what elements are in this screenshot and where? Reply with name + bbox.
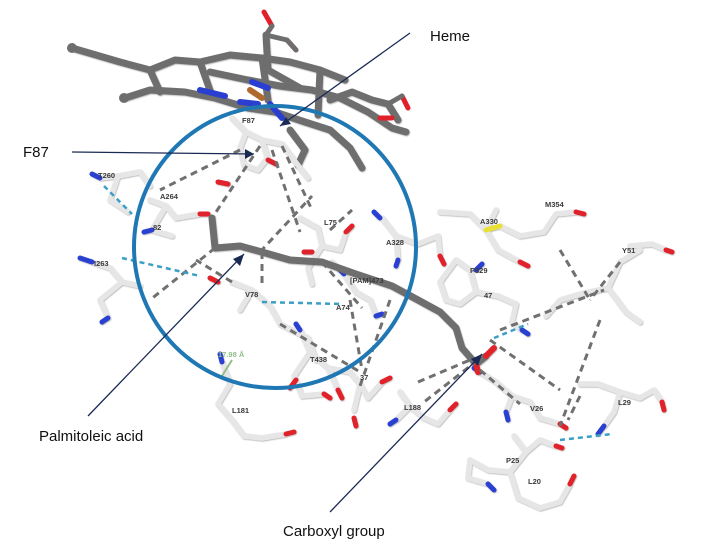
distance-label: 17.98 Å <box>218 350 245 359</box>
residue-label-t260: T260 <box>98 171 115 180</box>
residue-label-37: 37 <box>360 373 368 382</box>
residue-label-82: 82 <box>153 223 161 232</box>
residue-label-a330: A330 <box>480 217 498 226</box>
heme-molecule <box>67 9 411 172</box>
heme-callout-line <box>279 32 411 127</box>
f87-callout-line <box>71 151 255 155</box>
carboxyl-callout-label: Carboxyl group <box>283 523 385 540</box>
residue-label-a74: A74 <box>336 303 351 312</box>
contact-lines <box>149 145 622 427</box>
f87-callout-label: F87 <box>23 144 49 161</box>
palmitoleic-callout-label: Palmitoleic acid <box>39 428 143 445</box>
palmitoleic-arrowhead <box>233 254 244 266</box>
residue-label-v26: V26 <box>530 404 543 413</box>
residue-label-y51: Y51 <box>622 246 635 255</box>
residue-label-a328: A328 <box>386 238 404 247</box>
residue-label-l75: L75 <box>324 218 337 227</box>
residue-label-m354: M354 <box>545 200 565 209</box>
residue-label-p329: P329 <box>470 266 488 275</box>
binding-site-highlight-circle <box>132 104 418 390</box>
residue-label-pam473: [PAM]473 <box>350 276 384 285</box>
heme-arrowhead <box>280 117 291 126</box>
residue-label-a264: A264 <box>160 192 179 201</box>
residue-label-l181: L181 <box>232 406 249 415</box>
distance-line <box>221 359 233 377</box>
residue-label-l29: L29 <box>618 398 631 407</box>
palmitoleic-callout-line <box>87 253 245 417</box>
carboxyl-arrowhead <box>471 354 482 366</box>
carboxyl-callout-line <box>329 353 483 513</box>
residue-sticks <box>77 115 675 511</box>
palmitoleic-acid-molecule <box>208 214 497 375</box>
residue-label-v78: V78 <box>245 290 258 299</box>
callout-arrowheads <box>233 117 482 366</box>
residue-label-p25: P25 <box>506 456 519 465</box>
residue-label-l188: L188 <box>404 403 421 412</box>
residue-label-l20: L20 <box>528 477 541 486</box>
residue-label-47: 47 <box>484 291 492 300</box>
residue-label-t438: T438 <box>310 355 327 364</box>
callout-lines <box>71 32 483 513</box>
residue-label-f87: F87 <box>242 116 255 125</box>
heme-callout-label: Heme <box>430 28 470 45</box>
residue-labels: F87 T260 A264 I263 82 L75 A328 A330 M354… <box>94 116 635 486</box>
f87-arrowhead <box>245 149 254 159</box>
residue-label-i263: I263 <box>94 259 109 268</box>
